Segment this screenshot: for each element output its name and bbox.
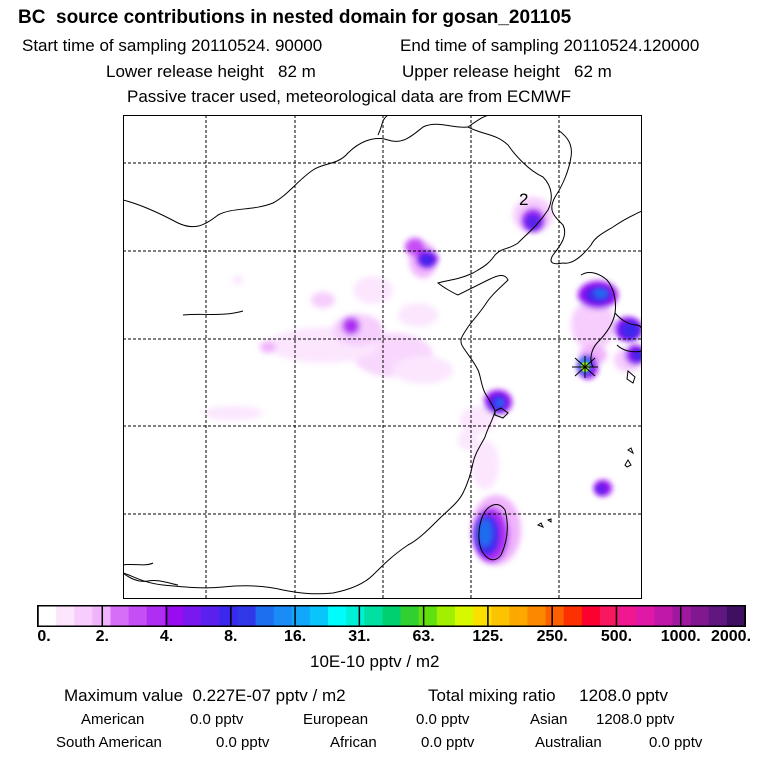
colorbar-segment [309, 606, 329, 626]
tracer-note: Passive tracer used, meteorological data… [127, 87, 572, 106]
source-value-african: 0.0 pptv [421, 734, 475, 751]
start-time-label: Start time of sampling 20110524. 90000 [22, 36, 323, 55]
colorbar-segment [219, 606, 238, 626]
source-name-asian: Asian [530, 711, 568, 728]
colorbar-tick-label: 125. [472, 628, 504, 645]
colorbar-segment [509, 606, 528, 626]
colorbar-segment [491, 606, 510, 626]
colorbar-segment [436, 606, 456, 626]
colorbar-segment [183, 606, 202, 626]
colorbar-segment [74, 606, 93, 626]
colorbar-segment [346, 606, 365, 626]
colorbar-segment [364, 606, 383, 626]
colorbar-units: 10E-10 pptv / m2 [310, 652, 440, 671]
colorbar-segment [618, 606, 637, 626]
max-value-label: Maximum value 0.227E-07 pptv / m2 [64, 686, 346, 705]
colorbar-segment [56, 606, 75, 626]
colorbar-tick-label: 31. [348, 628, 371, 645]
colorbar-segment [110, 606, 130, 626]
upper-height-label: Upper release height 62 m [402, 62, 612, 81]
colorbar-segment [563, 606, 583, 626]
colorbar-segment [255, 606, 275, 626]
colorbar [37, 605, 746, 627]
map-marker-label: 2 [519, 190, 528, 209]
colorbar-tick-label: 0. [37, 628, 51, 645]
colorbar-segment [527, 606, 547, 626]
colorbar-segment [726, 606, 746, 626]
colorbar-segment [690, 606, 710, 626]
colorbar-segment [38, 606, 57, 626]
colorbar-tick-label: 2000. [710, 628, 752, 645]
colorbar-segment [636, 606, 655, 626]
colorbar-segment [672, 606, 692, 626]
colorbar-segment [328, 606, 347, 626]
colorbar-segment [545, 606, 565, 626]
end-time-label: End time of sampling 20110524.120000 [400, 36, 700, 55]
map-panel: 2 [123, 115, 642, 599]
colorbar-segment [201, 606, 220, 626]
source-name-american: American [81, 711, 145, 728]
map-frame [123, 115, 642, 599]
source-name-european: European [303, 711, 369, 728]
colorbar-tick-label: 2. [95, 628, 109, 645]
colorbar-tick-label: 500. [600, 628, 633, 645]
source-value-south-american: 0.0 pptv [216, 734, 270, 751]
colorbar-segment [128, 606, 148, 626]
source-name-south-american: South American [56, 734, 162, 751]
colorbar-segment [146, 606, 166, 626]
colorbar-segment [291, 606, 311, 626]
colorbar-tick-label: 16. [283, 628, 307, 645]
colorbar-segment [473, 606, 492, 626]
source-value-asian: 1208.0 pptv [596, 711, 675, 728]
source-name-african: African [330, 734, 377, 751]
lat-lon-grid [123, 115, 642, 599]
colorbar-tick-label: 4. [159, 628, 174, 645]
plume-cores [420, 214, 642, 555]
colorbar-segment [581, 606, 601, 626]
colorbar-segment [273, 606, 293, 626]
colorbar-segment [599, 606, 619, 626]
colorbar-tick-label: 63. [412, 628, 435, 645]
colorbar-segment [400, 606, 420, 626]
source-value-australian: 0.0 pptv [649, 734, 703, 751]
source-value-european: 0.0 pptv [416, 711, 470, 728]
colorbar-segment [654, 606, 673, 626]
colorbar-segment [164, 606, 184, 626]
source-name-australian: Australian [535, 734, 602, 751]
colorbar-segment [418, 606, 438, 626]
receptor-star-icon [572, 356, 598, 378]
colorbar-tick-label: 1000. [660, 628, 701, 645]
colorbar-segment [454, 606, 474, 626]
colorbar-segment [708, 606, 728, 626]
lower-height-label: Lower release height 82 m [106, 62, 316, 81]
colorbar-tick-label: 250. [536, 628, 568, 645]
map-title: BC source contributions in nested domain… [18, 7, 572, 28]
colorbar-tick-label: 8. [224, 628, 238, 645]
total-mixing-label: Total mixing ratio 1208.0 pptv [428, 686, 669, 705]
colorbar-frame [37, 605, 746, 627]
colorbar-segment [237, 606, 257, 626]
source-value-american: 0.0 pptv [190, 711, 244, 728]
colorbar-segment [382, 606, 402, 626]
